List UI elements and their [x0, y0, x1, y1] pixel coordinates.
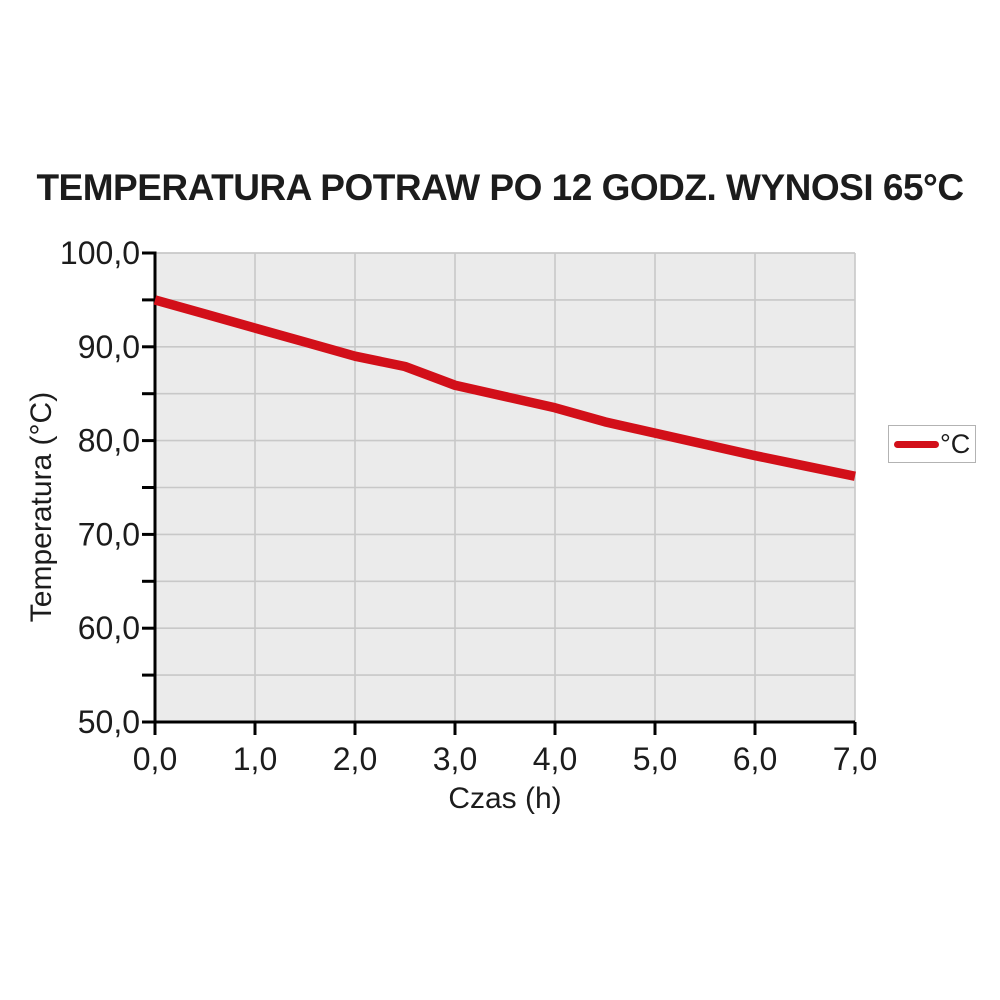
x-tick-label: 1,0: [233, 741, 277, 777]
y-tick-label: 60,0: [78, 610, 140, 646]
legend-line-swatch: [894, 440, 939, 448]
x-tick-label: 3,0: [433, 741, 477, 777]
legend-series-label: °C: [940, 428, 971, 459]
y-tick-label: 80,0: [78, 423, 140, 459]
tick-marks-group: [142, 251, 857, 735]
x-axis-title: Czas (h): [448, 782, 562, 815]
x-tick-label: 0,0: [133, 741, 177, 777]
x-tick-label: 4,0: [533, 741, 577, 777]
y-tick-label: 70,0: [78, 516, 140, 552]
y-tick-label: 100,0: [60, 235, 140, 271]
tick-labels-group: 100,0 90,0 80,0 70,0 60,0 50,00,0 1,0 2,0 3,0 4,0…: [60, 235, 877, 777]
temperature-series-line: [153, 295, 856, 481]
x-tick-label: 7,0: [833, 741, 877, 777]
x-tick-label: 5,0: [633, 741, 677, 777]
chart-title: TEMPERATURA POTRAW PO 12 GODZ. WYNOSI 65…: [36, 167, 964, 208]
gridlines-group: [155, 252, 856, 722]
x-tick-label: 6,0: [733, 741, 777, 777]
y-tick-label: 50,0: [78, 704, 140, 740]
x-tick-label: 2,0: [333, 741, 377, 777]
legend-box: °C: [888, 425, 976, 463]
y-tick-label: 90,0: [78, 329, 140, 365]
